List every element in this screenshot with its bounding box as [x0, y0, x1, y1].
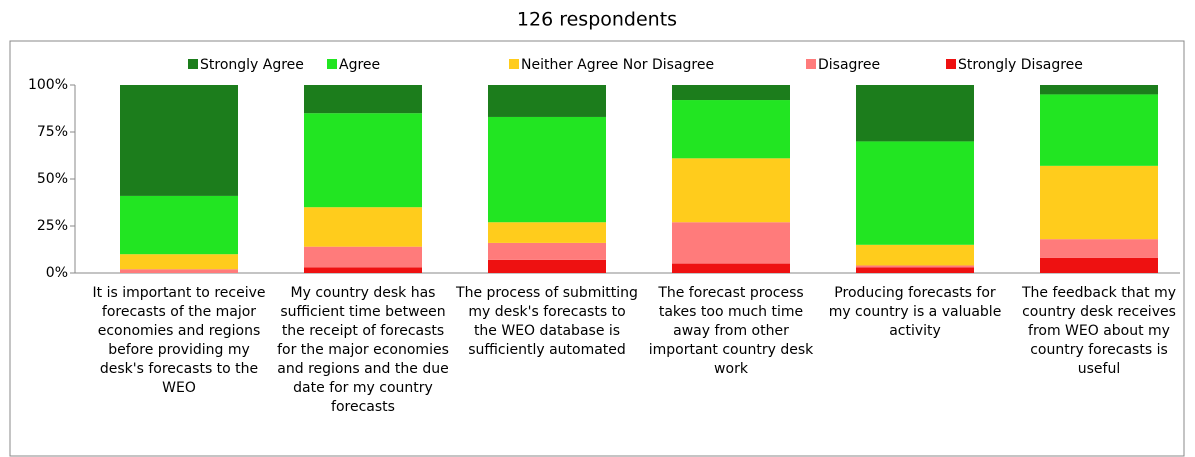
x-tick-label-box: Producing forecasts for my country is a …	[828, 285, 1002, 339]
legend-label: Disagree	[818, 57, 880, 73]
bar-segment	[856, 244, 974, 266]
y-tick-label: 75%	[37, 124, 68, 140]
bar-segment	[304, 246, 422, 268]
x-tick-label: My country desk has sufficient time betw…	[277, 285, 449, 415]
bar-segment	[488, 222, 606, 243]
bar-segment	[1040, 165, 1158, 240]
bar-segment	[1040, 94, 1158, 166]
x-tick-label: The forecast process takes too much time…	[648, 285, 814, 377]
legend-swatch	[327, 59, 337, 69]
y-tick-label: 100%	[28, 77, 68, 93]
bar-segment	[304, 207, 422, 247]
legend-label: Agree	[339, 57, 380, 73]
bar-segment	[672, 100, 790, 159]
x-tick-label: Producing forecasts for my country is a …	[828, 285, 1002, 339]
bar-segment	[488, 116, 606, 223]
bar-segment	[120, 269, 238, 273]
bar-segment	[672, 222, 790, 264]
bar-segment	[304, 85, 422, 114]
x-tick-label-box: The process of submitting my desk's fore…	[456, 285, 638, 358]
bar-segment	[856, 267, 974, 273]
bar-segment	[672, 158, 790, 223]
legend-label: Neither Agree Nor Disagree	[521, 57, 714, 73]
bar-segment	[672, 85, 790, 101]
legend-label: Strongly Agree	[200, 57, 304, 73]
chart-title: 126 respondents	[517, 9, 677, 31]
chart-frame	[9, 40, 1185, 457]
bar-segment	[488, 242, 606, 260]
legend-swatch	[509, 59, 519, 69]
bar-segment	[1040, 257, 1158, 273]
bar-segment	[120, 254, 238, 270]
bar-segment	[856, 85, 974, 142]
bar-segment	[856, 265, 974, 268]
legend-swatch	[188, 59, 198, 69]
y-tick-label: 25%	[37, 218, 68, 234]
bar-segment	[672, 263, 790, 273]
legend-swatch	[806, 59, 816, 69]
legend-label: Strongly Disagree	[958, 57, 1083, 73]
bar-segment	[120, 195, 238, 255]
legend-swatch	[946, 59, 956, 69]
bar-segment	[488, 259, 606, 273]
x-tick-label-box: The forecast process takes too much time…	[648, 285, 814, 377]
x-tick-label: The feedback that my country desk receiv…	[1021, 285, 1177, 377]
y-tick-label: 0%	[46, 265, 68, 281]
bar-segment	[120, 85, 238, 196]
y-tick-label: 50%	[37, 171, 68, 187]
x-tick-label: It is important to receive forecasts of …	[92, 285, 266, 396]
x-tick-label-box: It is important to receive forecasts of …	[92, 285, 266, 396]
bar-segment	[304, 267, 422, 273]
x-tick-label: The process of submitting my desk's fore…	[456, 285, 638, 358]
bar-segment	[1040, 85, 1158, 95]
bar-segment	[304, 113, 422, 208]
x-tick-label-box: My country desk has sufficient time betw…	[277, 285, 449, 415]
bar-segment	[1040, 239, 1158, 258]
bar-segment	[488, 85, 606, 117]
x-tick-label-box: The feedback that my country desk receiv…	[1021, 285, 1177, 377]
bar-segment	[856, 141, 974, 245]
